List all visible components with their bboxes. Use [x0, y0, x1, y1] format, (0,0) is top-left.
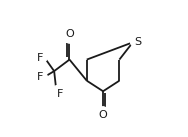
Text: F: F — [37, 72, 44, 82]
Circle shape — [40, 73, 47, 81]
Circle shape — [40, 54, 47, 61]
Circle shape — [99, 107, 107, 114]
Circle shape — [66, 36, 73, 43]
Text: O: O — [65, 29, 74, 39]
Text: F: F — [57, 89, 63, 99]
Circle shape — [53, 86, 61, 93]
Text: F: F — [37, 53, 44, 63]
Circle shape — [131, 39, 138, 46]
Text: S: S — [134, 37, 141, 47]
Text: O: O — [99, 110, 107, 120]
